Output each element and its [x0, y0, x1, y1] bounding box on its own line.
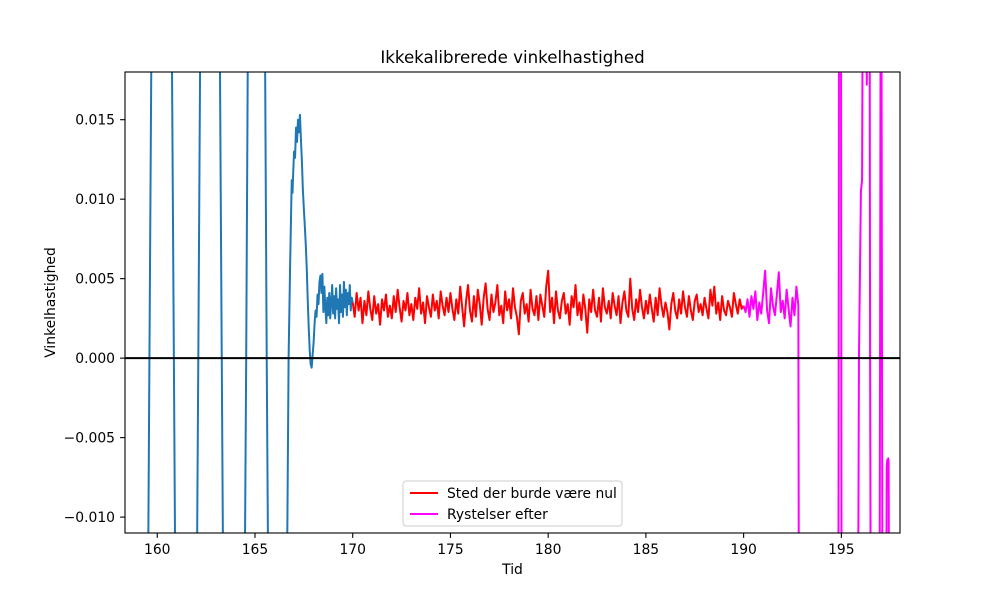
y-tick-label: 0.000 — [75, 351, 115, 367]
y-axis-ticks: −0.010 −0.005 0.000 0.005 0.010 0.015 — [64, 113, 125, 526]
x-axis-ticks: 160 165 170 175 180 185 190 195 — [144, 533, 855, 558]
y-tick-label: 0.010 — [75, 192, 115, 208]
y-tick-label: 0.005 — [75, 272, 115, 288]
series-line-1 — [147, 72, 354, 533]
series-line-2 — [351, 269, 745, 336]
legend-label-red: Sted der burde være nul — [447, 486, 617, 502]
x-tick-label: 160 — [144, 542, 170, 558]
x-tick-label: 165 — [242, 542, 268, 558]
x-tick-label: 190 — [730, 542, 756, 558]
y-tick-label: −0.010 — [64, 510, 115, 526]
x-tick-label: 180 — [535, 542, 561, 558]
y-tick-label: 0.015 — [75, 113, 115, 129]
x-tick-label: 175 — [437, 542, 463, 558]
legend-frame — [402, 480, 623, 527]
x-tick-label: 185 — [633, 542, 659, 558]
legend: Sted der burde være nul Rystelser efter — [402, 480, 623, 527]
y-axis-label: Vinkelhastighed — [43, 247, 59, 358]
series-line-3 — [742, 72, 890, 533]
legend-label-magenta: Rystelser efter — [447, 507, 548, 523]
x-tick-label: 195 — [828, 542, 854, 558]
chart-title: Ikkekalibrerede vinkelhastighed — [380, 48, 644, 67]
y-tick-label: −0.005 — [64, 431, 115, 447]
plot-area — [125, 72, 900, 533]
axes-frame — [124, 71, 901, 534]
x-tick-label: 170 — [339, 542, 365, 558]
x-axis-label: Tid — [501, 562, 523, 578]
